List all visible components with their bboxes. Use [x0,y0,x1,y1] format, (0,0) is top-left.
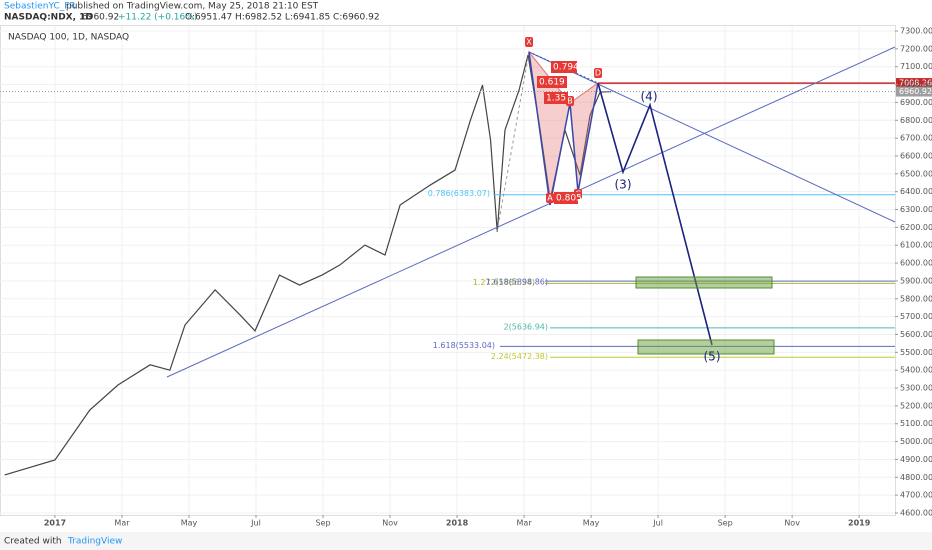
y-tick-label: 6400.00 [900,187,932,196]
y-tick-label: 6200.00 [900,223,932,232]
x-tick-label: Nov [784,519,800,528]
pattern-badge [594,68,602,78]
y-tick-label: 4800.00 [900,473,932,482]
ohlc: O:6951.47 H:6982.52 L:6941.85 C:6960.92 [185,13,380,23]
drawings [166,46,896,378]
pattern-xab [528,50,571,206]
fib-label: 2.24(5472.38) [491,352,548,361]
pattern-badge [546,193,554,203]
target-box [637,339,775,355]
y-tick-label: 6700.00 [900,134,932,143]
ratio-label: 1.35 [546,94,566,104]
fib-label: 1.618(5898.86) [486,278,548,287]
fib-label: 1.272(5886.54) [473,278,535,287]
pattern-label: X [526,38,532,47]
y-tick-label: 6900.00 [900,98,932,107]
fib-label: 1.618(5533.04) [433,341,495,350]
wave-label: (3) [615,178,632,192]
price-tag: 7008.26 [899,79,932,88]
dashed-line [496,51,530,233]
y-tick-label: 6600.00 [900,151,932,160]
x-tick-label: Jul [250,519,261,528]
y-tick-label: 6100.00 [900,241,932,250]
x-tick-label: Sep [315,519,330,528]
footer-bar [0,532,932,550]
data-layer [0,54,895,476]
ratio-badge [537,76,567,88]
price-tag-bg [896,78,932,89]
y-tick-label: 5100.00 [900,419,932,428]
price-tag: 6960.92 [899,87,932,96]
y-tick-label: 5700.00 [900,312,932,321]
target-box [635,276,773,289]
y-tick-label: 4600.00 [900,509,932,518]
footer-created: Created with [4,537,62,547]
y-tick-label: 6800.00 [900,116,932,125]
x-tick-label: Sep [718,519,733,528]
y-tick-label: 5300.00 [900,384,932,393]
symbol: NASDAQ:NDX, 1D [4,13,93,23]
footer-brand[interactable]: TradingView [67,537,122,547]
ratio-badge [554,192,578,204]
ratio-badge [551,61,577,73]
y-tick-label: 4700.00 [900,491,932,500]
y-tick-label: 5800.00 [900,294,932,303]
fib-label: 2(5636.94) [504,322,548,331]
x-tick-label: 2019 [848,519,871,528]
price-tag-bg [896,86,932,97]
change: +11.22 (+0.16%) [118,13,197,23]
ratio-badge [544,92,568,104]
x-tick-label: May [583,519,600,528]
y-tick-label: 5400.00 [900,366,932,375]
pattern-badge [525,37,533,47]
last-price: 6960.92 [82,13,119,23]
plot-frame [0,25,896,516]
x-tick-label: Nov [382,519,398,528]
wave-label: (4) [641,90,658,104]
support-trendline [166,46,896,378]
published: published on TradingView.com, May 25, 20… [66,2,319,12]
ratio-label: 0.794 [553,63,579,73]
x-tick-label: 2018 [446,519,469,528]
pattern-label: C [575,190,581,199]
y-tick-label: 5000.00 [900,437,932,446]
header-bar [0,0,932,22]
axes: 4600.00 4700.00 4800.00 4900.00 5000.00 5100.… [44,27,932,528]
y-tick-label: 5900.00 [900,276,932,285]
resistance-trendline [528,51,896,223]
y-tick-label: 7000.00 [900,80,932,89]
y-tick-label: 7200.00 [900,44,932,53]
ratio-label: 0.805 [556,194,582,204]
y-tick-label: 6300.00 [900,205,932,214]
wave-projection [597,82,713,346]
pattern-label: B [567,97,573,106]
fib-label: 0.786(6383.07) [428,189,490,198]
x-tick-label: 2017 [44,519,66,528]
x-tick-label: Jul [652,519,663,528]
y-tick-label: 5600.00 [900,330,932,339]
pattern-label: D [595,69,601,78]
wave-label: (5) [704,350,721,364]
author[interactable]: SebastienYC_FR [4,2,76,12]
y-tick-label: 7300.00 [900,27,932,36]
annotations: 0.786(6383.07) 1.272(5886.54)1.618(5898.8… [428,37,932,364]
ratio-label: 0.619 [539,78,565,88]
x-tick-label: May [181,519,198,528]
y-tick-label: 4900.00 [900,455,932,464]
grid [0,26,895,515]
y-tick-label: 7100.00 [900,62,932,71]
y-tick-label: 6000.00 [900,259,932,268]
price-line [4,54,612,476]
y-tick-label: 6500.00 [900,169,932,178]
y-tick-label: 5200.00 [900,401,932,410]
chart-title: NASDAQ 100, 1D, NASDAQ [8,33,129,43]
pattern-bcd [569,81,599,193]
y-tick-label: 5500.00 [900,348,932,357]
pattern-label: A [547,194,553,203]
x-tick-label: Mar [517,519,533,528]
x-tick-label: Mar [114,519,130,528]
